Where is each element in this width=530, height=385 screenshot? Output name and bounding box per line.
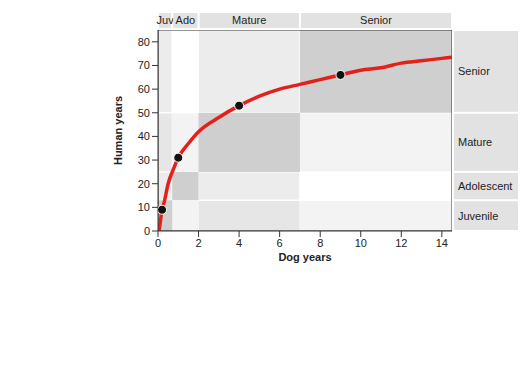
svg-text:10: 10 [138, 201, 150, 213]
svg-text:Senior: Senior [458, 65, 490, 77]
svg-text:10: 10 [355, 237, 367, 249]
svg-text:50: 50 [138, 107, 150, 119]
svg-text:6: 6 [277, 237, 283, 249]
svg-text:0: 0 [144, 225, 150, 237]
svg-text:70: 70 [138, 59, 150, 71]
svg-text:Ado: Ado [176, 14, 196, 26]
svg-text:30: 30 [138, 154, 150, 166]
svg-text:Mature: Mature [232, 14, 266, 26]
svg-text:Dog years: Dog years [278, 251, 331, 263]
svg-text:Human years: Human years [112, 96, 124, 165]
svg-text:Juv: Juv [157, 14, 175, 26]
svg-text:Mature: Mature [458, 136, 492, 148]
svg-text:2: 2 [195, 237, 201, 249]
svg-text:Juvenile: Juvenile [458, 210, 498, 222]
svg-text:0: 0 [155, 237, 161, 249]
svg-text:Adolescent: Adolescent [458, 180, 512, 192]
svg-text:Senior: Senior [360, 14, 392, 26]
svg-text:8: 8 [317, 237, 323, 249]
svg-text:80: 80 [138, 36, 150, 48]
svg-text:40: 40 [138, 130, 150, 142]
svg-text:12: 12 [395, 237, 407, 249]
svg-text:60: 60 [138, 83, 150, 95]
svg-text:4: 4 [236, 237, 242, 249]
svg-text:20: 20 [138, 178, 150, 190]
svg-text:14: 14 [436, 237, 448, 249]
